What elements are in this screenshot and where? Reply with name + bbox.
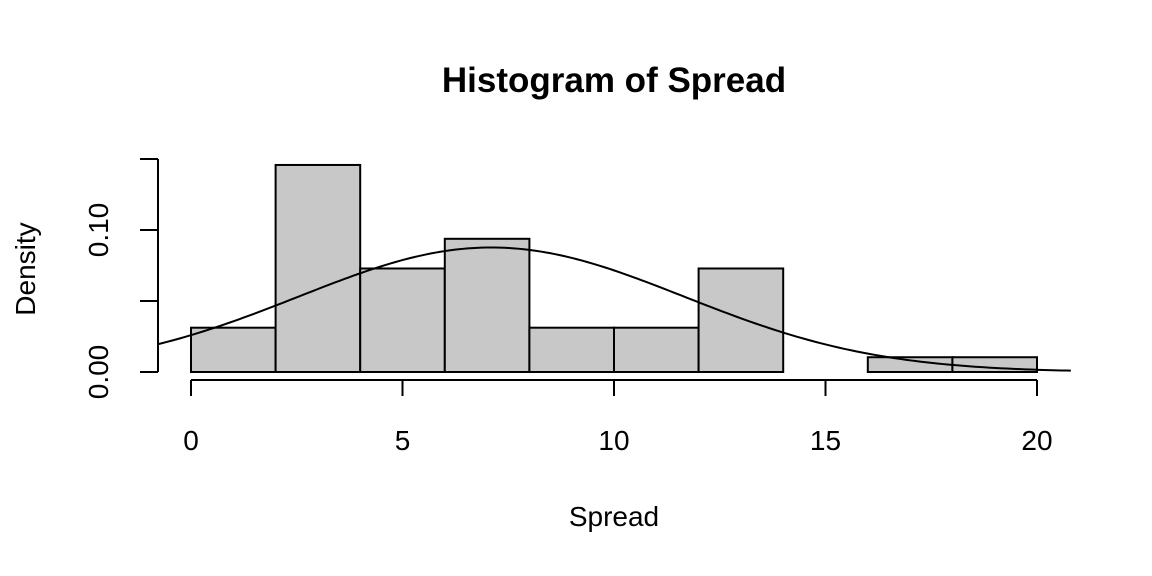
histogram-bar-3 xyxy=(443,237,531,373)
x-tick-label: 20 xyxy=(1021,425,1052,456)
bars-group xyxy=(190,163,1039,374)
histogram-bar-4 xyxy=(528,326,616,374)
y-tick-label: 0.00 xyxy=(83,345,114,400)
density-curve xyxy=(156,246,1071,372)
x-axis: 0 5 10 15 20 xyxy=(183,379,1053,456)
x-tick-label: 10 xyxy=(598,425,629,456)
x-tick-label: 5 xyxy=(395,425,411,456)
histogram-bar-6 xyxy=(697,267,785,373)
x-tick-label: 0 xyxy=(183,425,199,456)
histogram-bar-1 xyxy=(274,163,362,373)
histogram-bar-5 xyxy=(613,326,700,374)
x-axis-label: Spread xyxy=(569,501,659,532)
histogram-bar-0 xyxy=(190,326,277,374)
x-tick-label: 15 xyxy=(810,425,841,456)
y-tick-label: 0.10 xyxy=(83,203,114,258)
y-axis: 0.00 0.10 xyxy=(83,158,159,400)
histogram-bar-2 xyxy=(359,267,446,373)
chart-title: Histogram of Spread xyxy=(442,61,786,100)
y-axis-label: Density xyxy=(10,222,41,315)
